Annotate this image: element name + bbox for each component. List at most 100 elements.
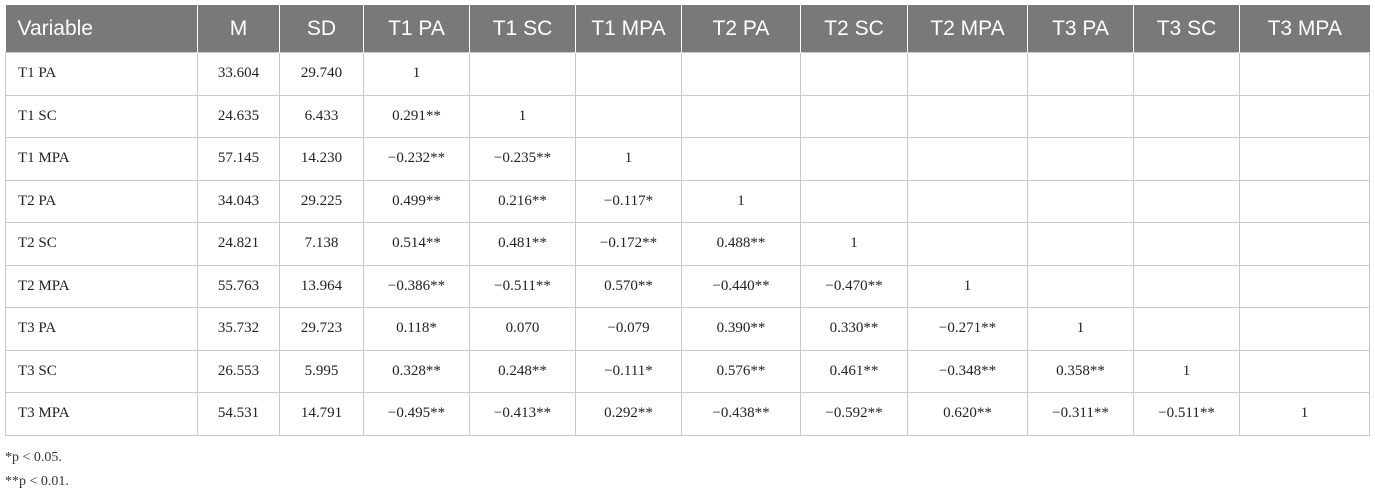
cell: 0.330** [800, 307, 908, 351]
cell: −0.079 [575, 307, 682, 351]
cell: 0.248** [469, 349, 576, 393]
empty-cell [907, 179, 1028, 223]
cell: 54.531 [197, 392, 280, 436]
empty-cell [575, 52, 682, 96]
header-row: Variable M SD T1 PA T1 SC T1 MPA T2 PA T2 SC T2 … [5, 5, 1370, 53]
empty-cell [1239, 179, 1370, 223]
cell: 35.732 [197, 307, 280, 351]
header-cell: SD [279, 5, 364, 53]
empty-cell [1027, 94, 1134, 138]
cell: 1 [1239, 392, 1370, 436]
cell: −0.111* [575, 349, 682, 393]
header-cell: T2 MPA [907, 5, 1028, 53]
cell: 0.481** [469, 222, 576, 266]
empty-cell [1027, 137, 1134, 181]
cell: 0.390** [681, 307, 801, 351]
cell: 0.620** [907, 392, 1028, 436]
header-cell: T3 PA [1027, 5, 1134, 53]
cell: 0.499** [363, 179, 470, 223]
header-cell: T3 SC [1133, 5, 1240, 53]
empty-cell [1027, 222, 1134, 266]
header-cell: T1 SC [469, 5, 576, 53]
header-cell: Variable [5, 5, 198, 53]
empty-cell [1239, 94, 1370, 138]
cell: 7.138 [279, 222, 364, 266]
table-row: T3 SC 26.553 5.995 0.328** 0.248** −0.111* 0.5… [5, 349, 1370, 393]
empty-cell [800, 94, 908, 138]
cell: 0.292** [575, 392, 682, 436]
cell: −0.172** [575, 222, 682, 266]
correlation-table: Variable M SD T1 PA T1 SC T1 MPA T2 PA T2 SC T2 … [5, 5, 1370, 436]
cell: 0.358** [1027, 349, 1134, 393]
cell: 57.145 [197, 137, 280, 181]
cell: 1 [1027, 307, 1134, 351]
cell: 24.821 [197, 222, 280, 266]
empty-cell [681, 52, 801, 96]
empty-cell [1133, 52, 1240, 96]
cell: 34.043 [197, 179, 280, 223]
table-row: T2 MPA 55.763 13.964 −0.386** −0.511** 0.570*… [5, 264, 1370, 308]
empty-cell [800, 52, 908, 96]
row-label: T3 MPA [5, 392, 198, 436]
cell: 0.070 [469, 307, 576, 351]
header-cell: T2 PA [681, 5, 801, 53]
cell: −0.271** [907, 307, 1028, 351]
footnote: *p < 0.05. [5, 450, 62, 465]
cell: 0.291** [363, 94, 470, 138]
empty-cell [907, 94, 1028, 138]
cell: 1 [469, 94, 576, 138]
cell: 0.514** [363, 222, 470, 266]
empty-cell [681, 94, 801, 138]
empty-cell [1133, 307, 1240, 351]
table-row: T2 SC 24.821 7.138 0.514** 0.481** −0.172** 0.… [5, 222, 1370, 266]
cell: −0.440** [681, 264, 801, 308]
empty-cell [681, 137, 801, 181]
cell: 14.791 [279, 392, 364, 436]
cell: −0.413** [469, 392, 576, 436]
cell: 1 [575, 137, 682, 181]
row-label: T1 PA [5, 52, 198, 96]
cell: −0.117* [575, 179, 682, 223]
cell: 0.328** [363, 349, 470, 393]
cell: 1 [800, 222, 908, 266]
cell: 1 [363, 52, 470, 96]
cell: −0.235** [469, 137, 576, 181]
row-label: T1 MPA [5, 137, 198, 181]
table-row: T1 SC 24.635 6.433 0.291** 1 [5, 94, 1370, 138]
cell: −0.470** [800, 264, 908, 308]
cell: 29.740 [279, 52, 364, 96]
footnotes: *p < 0.05. **p < 0.01. [5, 446, 69, 494]
cell: −0.232** [363, 137, 470, 181]
empty-cell [1133, 137, 1240, 181]
empty-cell [800, 137, 908, 181]
table-row: T1 MPA 57.145 14.230 −0.232** −0.235** 1 [5, 137, 1370, 181]
cell: −0.511** [1133, 392, 1240, 436]
empty-cell [1239, 52, 1370, 96]
cell: 26.553 [197, 349, 280, 393]
cell: 1 [1133, 349, 1240, 393]
empty-cell [575, 94, 682, 138]
empty-cell [1239, 264, 1370, 308]
cell: 0.576** [681, 349, 801, 393]
empty-cell [1239, 137, 1370, 181]
cell: −0.495** [363, 392, 470, 436]
cell: 0.216** [469, 179, 576, 223]
cell: 55.763 [197, 264, 280, 308]
table-body: T1 PA 33.604 29.740 1 T1 SC 24.635 6.433 0.291*… [5, 52, 1370, 436]
row-label: T3 PA [5, 307, 198, 351]
empty-cell [1133, 264, 1240, 308]
cell: 24.635 [197, 94, 280, 138]
row-label: T3 SC [5, 349, 198, 393]
empty-cell [1239, 222, 1370, 266]
empty-cell [469, 52, 576, 96]
empty-cell [800, 179, 908, 223]
table-row: T1 PA 33.604 29.740 1 [5, 52, 1370, 96]
cell: −0.511** [469, 264, 576, 308]
cell: 0.118* [363, 307, 470, 351]
cell: 0.570** [575, 264, 682, 308]
empty-cell [1027, 52, 1134, 96]
cell: −0.311** [1027, 392, 1134, 436]
header-cell: T1 PA [363, 5, 470, 53]
table-row: T2 PA 34.043 29.225 0.499** 0.216** −0.117* 1 [5, 179, 1370, 223]
